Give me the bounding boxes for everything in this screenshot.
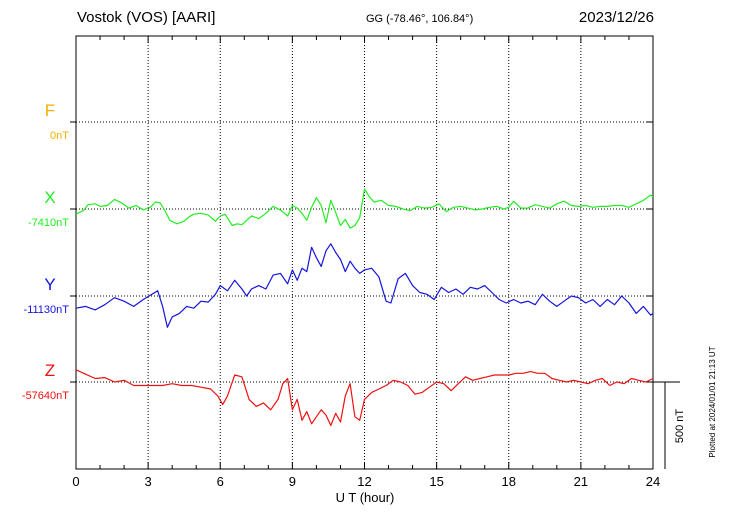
series-x-baseline-label: -7410nT xyxy=(28,217,69,229)
x-tick-label: 3 xyxy=(145,474,152,489)
scale-bar-label: 500 nT xyxy=(674,409,686,444)
component-labels: F 0nT X -7410nT Y -11130nT Z -57640nT xyxy=(22,101,69,402)
series-x-line xyxy=(75,188,654,229)
axis-ticks: 0 3 6 9 12 15 18 21 24 xyxy=(70,36,660,489)
scale-bar: 500 nT xyxy=(653,381,686,469)
series-x-name: X xyxy=(44,188,55,207)
date-label: 2023/12/26 xyxy=(578,9,654,26)
x-tick-label: 6 xyxy=(217,474,224,489)
x-axis-label: U T (hour) xyxy=(336,490,395,505)
x-tick-label: 9 xyxy=(289,474,296,489)
x-tick-label: 21 xyxy=(574,474,588,489)
series-f-baseline-label: 0nT xyxy=(50,130,69,142)
x-tick-label: 12 xyxy=(357,474,371,489)
grid-lines xyxy=(76,36,653,469)
series-f-name: F xyxy=(45,101,55,120)
series-y-name: Y xyxy=(44,275,55,294)
series-z-name: Z xyxy=(45,361,55,380)
station-title: Vostok (VOS) [AARI] xyxy=(77,9,216,26)
plotted-timestamp: Plotted at 2024/01/01 21:13 UT xyxy=(708,346,717,457)
x-tick-label: 0 xyxy=(72,474,79,489)
geographic-coordinates: GG (-78.46°, 106.84°) xyxy=(366,13,474,25)
series-y-line xyxy=(75,243,654,328)
x-tick-label: 18 xyxy=(502,474,516,489)
series-y-baseline-label: -11130nT xyxy=(24,304,70,316)
x-tick-label: 15 xyxy=(429,474,443,489)
series-z-line xyxy=(75,369,654,427)
component-traces xyxy=(75,188,654,427)
series-z-baseline-label: -57640nT xyxy=(22,390,69,402)
x-tick-label: 24 xyxy=(646,474,660,489)
